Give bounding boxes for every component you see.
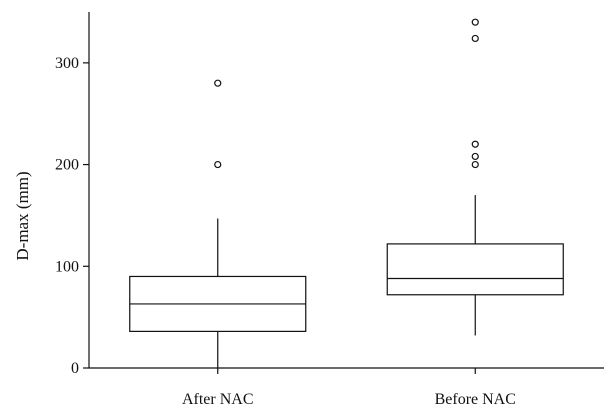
y-tick-label: 0 — [71, 360, 79, 377]
x-tick-label: After NAC — [182, 391, 254, 408]
outlier-point — [471, 34, 479, 43]
y-tick-label: 100 — [55, 258, 79, 275]
box-group — [129, 79, 307, 368]
y-axis-label: D-max (mm) — [13, 171, 32, 260]
box-group — [386, 18, 564, 336]
x-tick-label: Before NAC — [435, 391, 516, 408]
box-iqr — [386, 243, 564, 296]
y-tick-label: 300 — [55, 55, 79, 72]
y-tick-label: 200 — [55, 157, 79, 174]
outlier-point — [471, 18, 479, 26]
outlier-point — [471, 140, 479, 148]
outlier-point — [471, 160, 479, 169]
x-axis: After NAC Before NAC — [182, 368, 516, 408]
y-axis: 0 100 200 300 — [55, 55, 89, 377]
outlier-point — [214, 79, 222, 87]
box-series — [129, 18, 564, 368]
outlier-point — [214, 160, 222, 169]
plot-frame — [88, 12, 604, 369]
outlier-point — [471, 152, 479, 161]
